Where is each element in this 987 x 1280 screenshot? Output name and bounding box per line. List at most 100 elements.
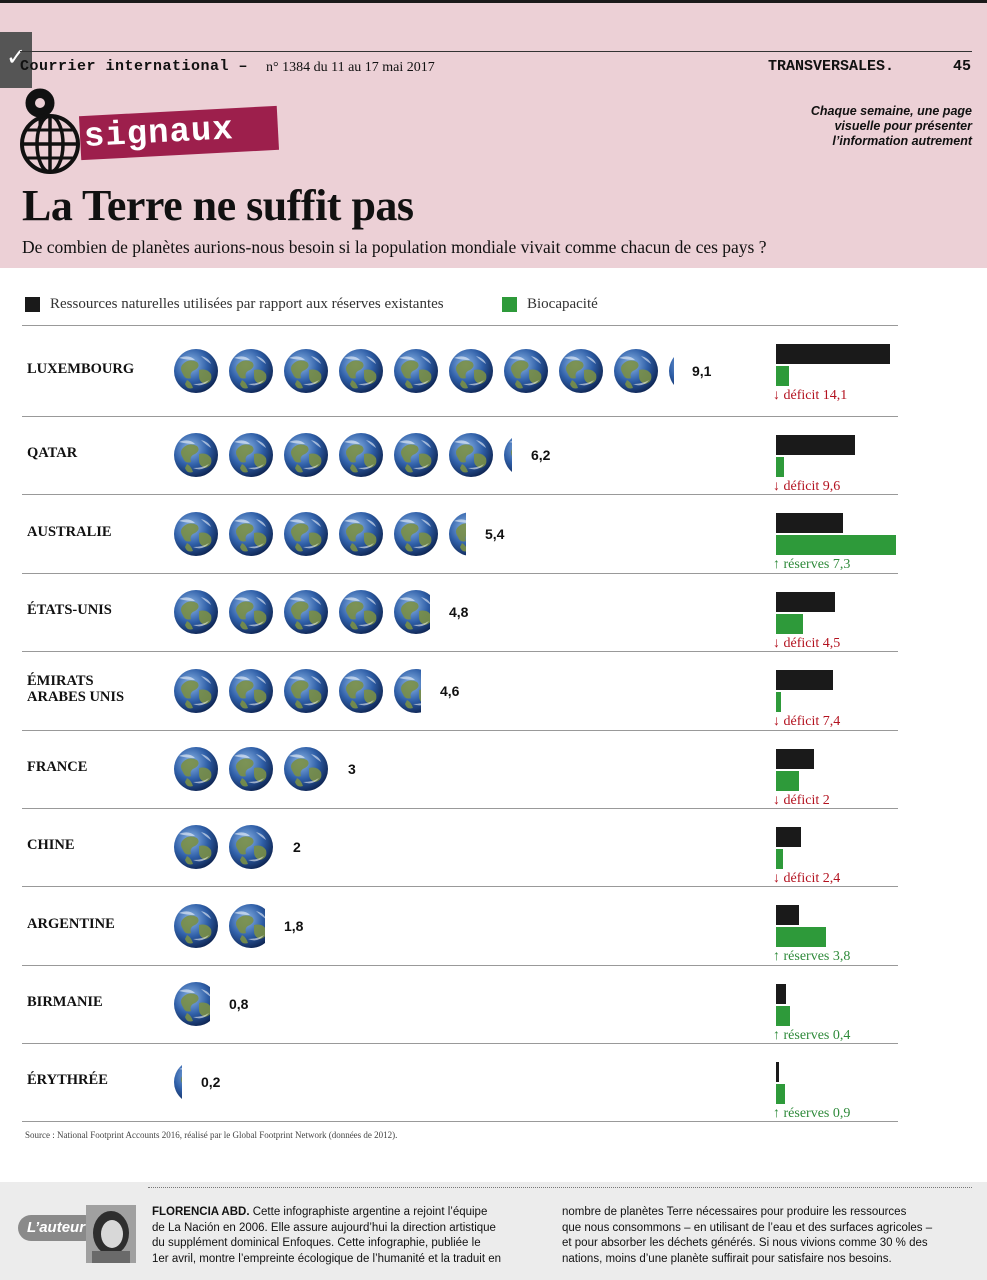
- biocapacity-bar: [776, 849, 783, 869]
- earth-icon: [229, 590, 273, 634]
- row-divider: [22, 886, 898, 887]
- earth-icon: [614, 349, 658, 393]
- row-divider: [22, 1043, 898, 1044]
- arrow-down-icon: ↓: [773, 714, 784, 729]
- row-divider: [22, 651, 898, 652]
- legend-label-biocapacity: Biocapacité: [527, 296, 598, 312]
- deficit-label: ↓ déficit 2,4: [773, 871, 840, 887]
- planet-count-value: 3: [348, 761, 356, 777]
- earth-icon: [284, 669, 328, 713]
- source-note: Source : National Footprint Accounts 201…: [25, 1130, 398, 1140]
- balance-text: réserves 0,9: [783, 1106, 851, 1121]
- footprint-bar: [776, 1062, 779, 1082]
- top-rule: [0, 0, 987, 3]
- page-number: 45: [953, 58, 972, 75]
- earth-icon: [339, 669, 383, 713]
- earth-icon: [229, 747, 273, 791]
- biocapacity-bar: [776, 614, 803, 634]
- earth-partial-icon: [174, 1065, 182, 1099]
- row-divider: [22, 494, 898, 495]
- planet-count-value: 0,8: [229, 996, 249, 1012]
- checkmark-icon[interactable]: ✓: [0, 32, 32, 88]
- legend-swatch-biocapacity: [502, 297, 517, 312]
- earth-icon: [284, 349, 328, 393]
- earth-icon: [339, 512, 383, 556]
- publication-name: Courrier international –: [20, 58, 249, 75]
- row-divider: [22, 730, 898, 731]
- balance-text: déficit 2: [783, 793, 830, 808]
- bio-line: de La Nación en 2006. Elle assure aujour…: [152, 1221, 496, 1234]
- footprint-bar: [776, 670, 833, 690]
- author-badge: L’auteur: [18, 1215, 98, 1241]
- deficit-label: ↓ déficit 9,6: [773, 479, 840, 495]
- tagline: Chaque semaine, une page visuelle pour p…: [742, 104, 972, 149]
- biocapacity-bar: [776, 1084, 785, 1104]
- earth-partial-icon: [669, 357, 674, 385]
- tagline-line: visuelle pour présenter: [834, 119, 972, 133]
- arrow-up-icon: ↑: [773, 1028, 784, 1043]
- earth-icon: [559, 349, 603, 393]
- planet-count-value: 9,1: [692, 363, 712, 379]
- footprint-bar: [776, 435, 855, 455]
- biocapacity-bar: [776, 1006, 790, 1026]
- country-label: ÉMIRATS ARABES UNIS: [27, 673, 125, 705]
- biocapacity-bar: [776, 927, 826, 947]
- planet-count-value: 2: [293, 839, 301, 855]
- earth-icon: [174, 590, 218, 634]
- balance-text: réserves 3,8: [783, 949, 851, 964]
- deficit-label: ↓ déficit 14,1: [773, 388, 847, 404]
- earth-icon: [394, 512, 438, 556]
- earth-icon: [284, 512, 328, 556]
- arrow-up-icon: ↑: [773, 949, 784, 964]
- planet-count-value: 1,8: [284, 918, 304, 934]
- earth-icon: [229, 433, 273, 477]
- balance-text: réserves 0,4: [783, 1028, 851, 1043]
- row-divider: [22, 416, 898, 417]
- earth-icon: [394, 349, 438, 393]
- planet-count-value: 4,8: [449, 604, 469, 620]
- issue-info: n° 1384 du 11 au 17 mai 2017: [266, 60, 435, 75]
- earth-icon: [449, 433, 493, 477]
- arrow-down-icon: ↓: [773, 636, 784, 651]
- earth-icon: [174, 669, 218, 713]
- planet-count-value: 5,4: [485, 526, 505, 542]
- earth-icon: [229, 349, 273, 393]
- earth-icon: [174, 904, 218, 948]
- deficit-label: ↓ déficit 2: [773, 793, 830, 809]
- footprint-bar: [776, 513, 843, 533]
- earth-icon: [394, 433, 438, 477]
- earth-icon: [339, 590, 383, 634]
- earth-icon: [284, 433, 328, 477]
- country-label: ÉTATS-UNIS: [27, 602, 112, 618]
- bio-line-text: Cette infographiste argentine a rejoint …: [249, 1206, 488, 1218]
- planet-count-value: 0,2: [201, 1074, 221, 1090]
- planet-count-value: 6,2: [531, 447, 551, 463]
- footprint-bar: [776, 592, 835, 612]
- earth-icon: [284, 590, 328, 634]
- footprint-bar: [776, 344, 890, 364]
- balance-text: déficit 4,5: [783, 636, 841, 651]
- reserves-label: ↑ réserves 3,8: [773, 949, 850, 965]
- arrow-down-icon: ↓: [773, 388, 784, 403]
- earth-partial-icon: [229, 904, 265, 948]
- reserves-label: ↑ réserves 0,4: [773, 1028, 850, 1044]
- country-label: QATAR: [27, 445, 78, 461]
- earth-icon: [174, 433, 218, 477]
- arrow-down-icon: ↓: [773, 793, 784, 808]
- author-bio-col1: FLORENCIA ABD. Cette infographiste argen…: [152, 1205, 547, 1267]
- earth-icon: [339, 349, 383, 393]
- earth-partial-icon: [504, 438, 512, 472]
- bio-line: nombre de planètes Terre nécessaires pou…: [562, 1206, 907, 1218]
- balance-text: réserves 7,3: [783, 557, 851, 572]
- biocapacity-bar: [776, 366, 789, 386]
- balance-text: déficit 7,4: [783, 714, 841, 729]
- arrow-up-icon: ↑: [773, 557, 784, 572]
- footer-band: [0, 1182, 987, 1280]
- deficit-label: ↓ déficit 4,5: [773, 636, 840, 652]
- arrow-up-icon: ↑: [773, 1106, 784, 1121]
- row-divider: [22, 1121, 898, 1122]
- earth-partial-icon: [394, 590, 430, 634]
- section-name: TRANSVERSALES.: [768, 58, 895, 75]
- page-subtitle: De combien de planètes aurions-nous beso…: [22, 237, 767, 257]
- deficit-label: ↓ déficit 7,4: [773, 714, 840, 730]
